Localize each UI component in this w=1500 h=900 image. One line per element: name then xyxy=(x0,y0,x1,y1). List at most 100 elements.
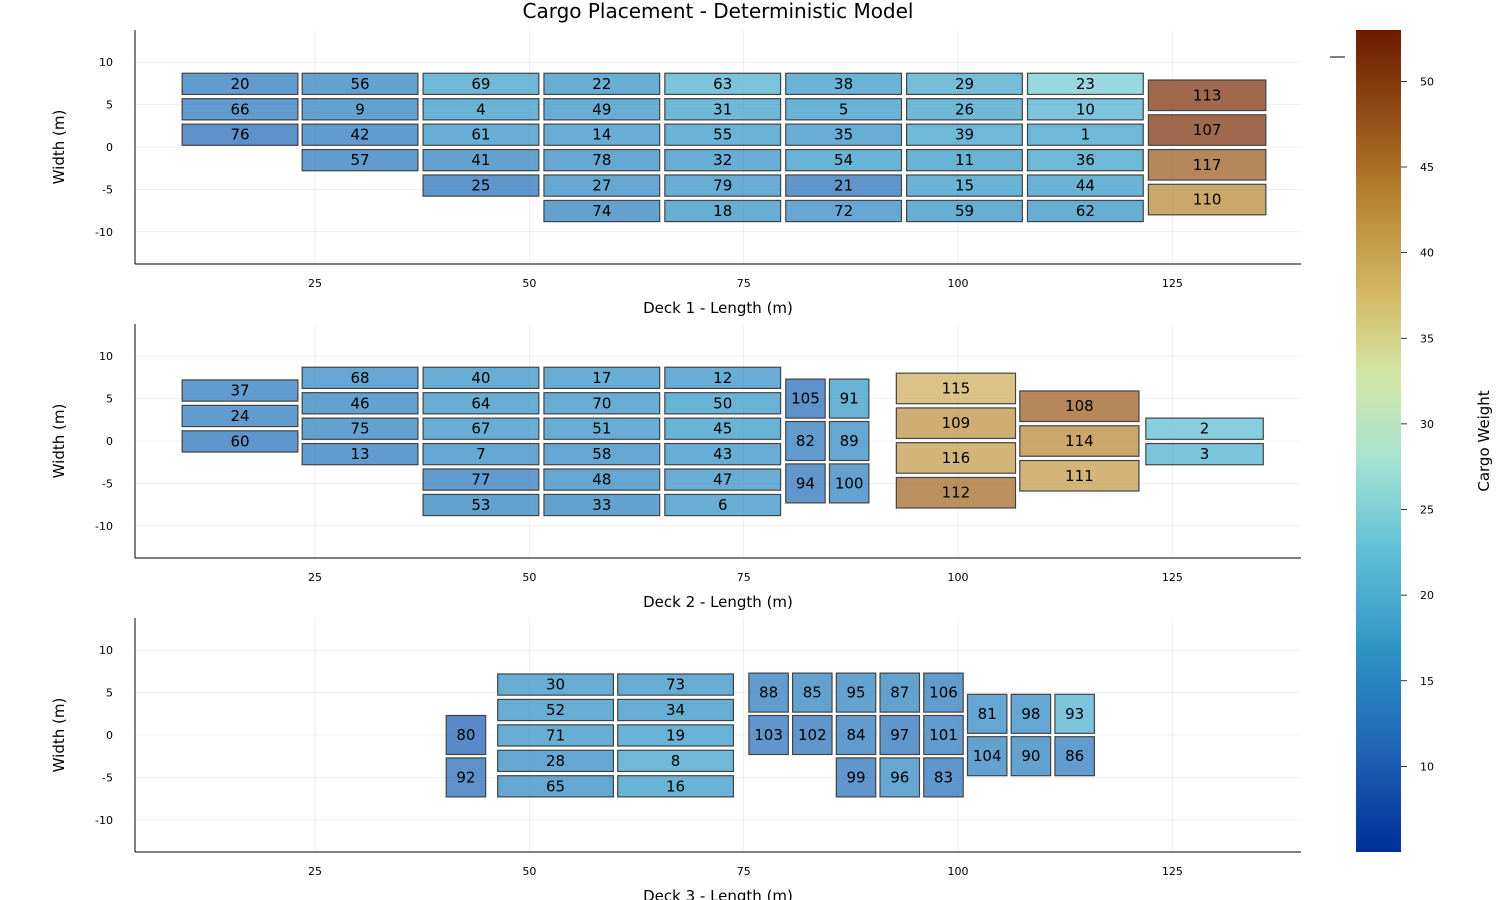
cargo-label-44: 44 xyxy=(1076,177,1095,195)
x-tick-label: 125 xyxy=(1162,865,1183,878)
cargo-label-104: 104 xyxy=(973,747,1002,765)
cargo-label-58: 58 xyxy=(592,445,611,463)
cargo-box-68 xyxy=(301,366,419,390)
cargo-label-19: 19 xyxy=(666,726,685,744)
cargo-label-59: 59 xyxy=(955,202,974,220)
cargo-label-112: 112 xyxy=(942,484,971,502)
cargo-label-83: 83 xyxy=(934,768,953,786)
cargo-box-113 xyxy=(1147,79,1267,112)
cargo-label-42: 42 xyxy=(351,126,370,144)
cargo-label-6: 6 xyxy=(718,496,728,514)
cargo-box-115 xyxy=(895,372,1017,405)
cargo-box-116 xyxy=(895,442,1017,474)
cargo-label-47: 47 xyxy=(713,471,732,489)
cargo-box-2 xyxy=(1145,417,1264,440)
cargo-label-57: 57 xyxy=(351,151,370,169)
cargo-label-60: 60 xyxy=(230,432,249,450)
cargo-label-94: 94 xyxy=(796,474,815,492)
cargo-box-5 xyxy=(785,98,903,121)
cargo-label-109: 109 xyxy=(942,414,971,432)
cargo-box-19 xyxy=(617,724,735,747)
cargo-box-24 xyxy=(181,404,299,428)
cargo-box-6 xyxy=(664,493,782,517)
cargo-label-96: 96 xyxy=(890,768,909,786)
cargo-box-74 xyxy=(543,199,661,223)
cargo-label-23: 23 xyxy=(1076,75,1095,93)
cargo-label-105: 105 xyxy=(791,390,820,408)
cargo-box-72 xyxy=(785,199,903,223)
cargo-label-41: 41 xyxy=(471,151,490,169)
cargo-label-113: 113 xyxy=(1193,86,1222,104)
x-tick-label: 75 xyxy=(737,865,751,878)
cargo-box-65 xyxy=(497,775,615,798)
cargo-box-50 xyxy=(664,392,782,415)
cargo-label-14: 14 xyxy=(592,126,611,144)
y-axis-label: Width (m) xyxy=(50,698,68,773)
cargo-label-53: 53 xyxy=(471,496,490,514)
cargo-box-47 xyxy=(664,468,782,491)
cargo-box-82 xyxy=(785,420,826,462)
cargo-label-76: 76 xyxy=(230,126,249,144)
cargo-label-24: 24 xyxy=(230,407,249,425)
cargo-label-51: 51 xyxy=(592,420,611,438)
cargo-label-63: 63 xyxy=(713,75,732,93)
cargo-box-30 xyxy=(497,673,615,696)
cargo-label-8: 8 xyxy=(671,752,681,770)
colorbar-tick-label: 50 xyxy=(1420,75,1434,88)
cargo-label-70: 70 xyxy=(592,394,611,412)
cargo-label-28: 28 xyxy=(546,752,565,770)
cargo-label-97: 97 xyxy=(890,726,909,744)
y-tick-label: -5 xyxy=(102,183,113,196)
cargo-box-71 xyxy=(497,724,615,747)
cargo-box-20 xyxy=(181,72,299,96)
cargo-label-25: 25 xyxy=(471,177,490,195)
cargo-box-26 xyxy=(906,98,1023,121)
cargo-label-117: 117 xyxy=(1193,156,1222,174)
cargo-label-95: 95 xyxy=(846,684,865,702)
cargo-label-13: 13 xyxy=(351,445,370,463)
colorbar: 10 15 20 25 30 35 40 45 50 Cargo Weight xyxy=(1356,30,1493,852)
cargo-label-93: 93 xyxy=(1065,705,1084,723)
cargo-label-27: 27 xyxy=(592,177,611,195)
x-tick-label: 125 xyxy=(1162,277,1183,290)
cargo-box-16 xyxy=(617,775,735,798)
y-tick-label: -10 xyxy=(95,226,113,239)
cargo-label-89: 89 xyxy=(840,432,859,450)
cargo-label-16: 16 xyxy=(666,777,685,795)
cargo-label-106: 106 xyxy=(929,684,958,702)
cargo-label-67: 67 xyxy=(471,420,490,438)
cargo-box-55 xyxy=(664,123,782,146)
cargo-label-101: 101 xyxy=(929,726,958,744)
cargo-label-11: 11 xyxy=(955,151,974,169)
x-tick-label: 50 xyxy=(522,865,536,878)
y-axis-label: Width (m) xyxy=(50,404,68,479)
cargo-label-36: 36 xyxy=(1076,151,1095,169)
cargo-box-25 xyxy=(422,174,540,197)
y-tick-label: 10 xyxy=(99,56,113,69)
cargo-label-61: 61 xyxy=(471,126,490,144)
y-tick-label: 10 xyxy=(99,350,113,363)
cargo-box-117 xyxy=(1147,148,1267,181)
cargo-box-84 xyxy=(835,714,877,756)
x-tick-label: 50 xyxy=(522,571,536,584)
cargo-box-64 xyxy=(422,392,540,415)
cargo-box-112 xyxy=(895,476,1017,509)
colorbar-tick-label: 45 xyxy=(1420,161,1434,174)
cargo-box-95 xyxy=(835,672,877,713)
cargo-label-54: 54 xyxy=(834,151,853,169)
x-tick-label: 75 xyxy=(737,571,751,584)
cargo-box-53 xyxy=(422,493,540,517)
cargo-box-17 xyxy=(543,366,661,390)
cargo-label-64: 64 xyxy=(471,394,490,412)
cargo-box-63 xyxy=(664,72,782,96)
cargo-label-86: 86 xyxy=(1065,747,1084,765)
colorbar-tick-label: 10 xyxy=(1420,760,1434,773)
cargo-box-94 xyxy=(785,463,826,504)
cargo-box-27 xyxy=(543,174,661,197)
cargo-label-21: 21 xyxy=(834,177,853,195)
cargo-label-111: 111 xyxy=(1065,467,1094,485)
cargo-label-12: 12 xyxy=(713,369,732,387)
cargo-box-89 xyxy=(828,420,870,462)
